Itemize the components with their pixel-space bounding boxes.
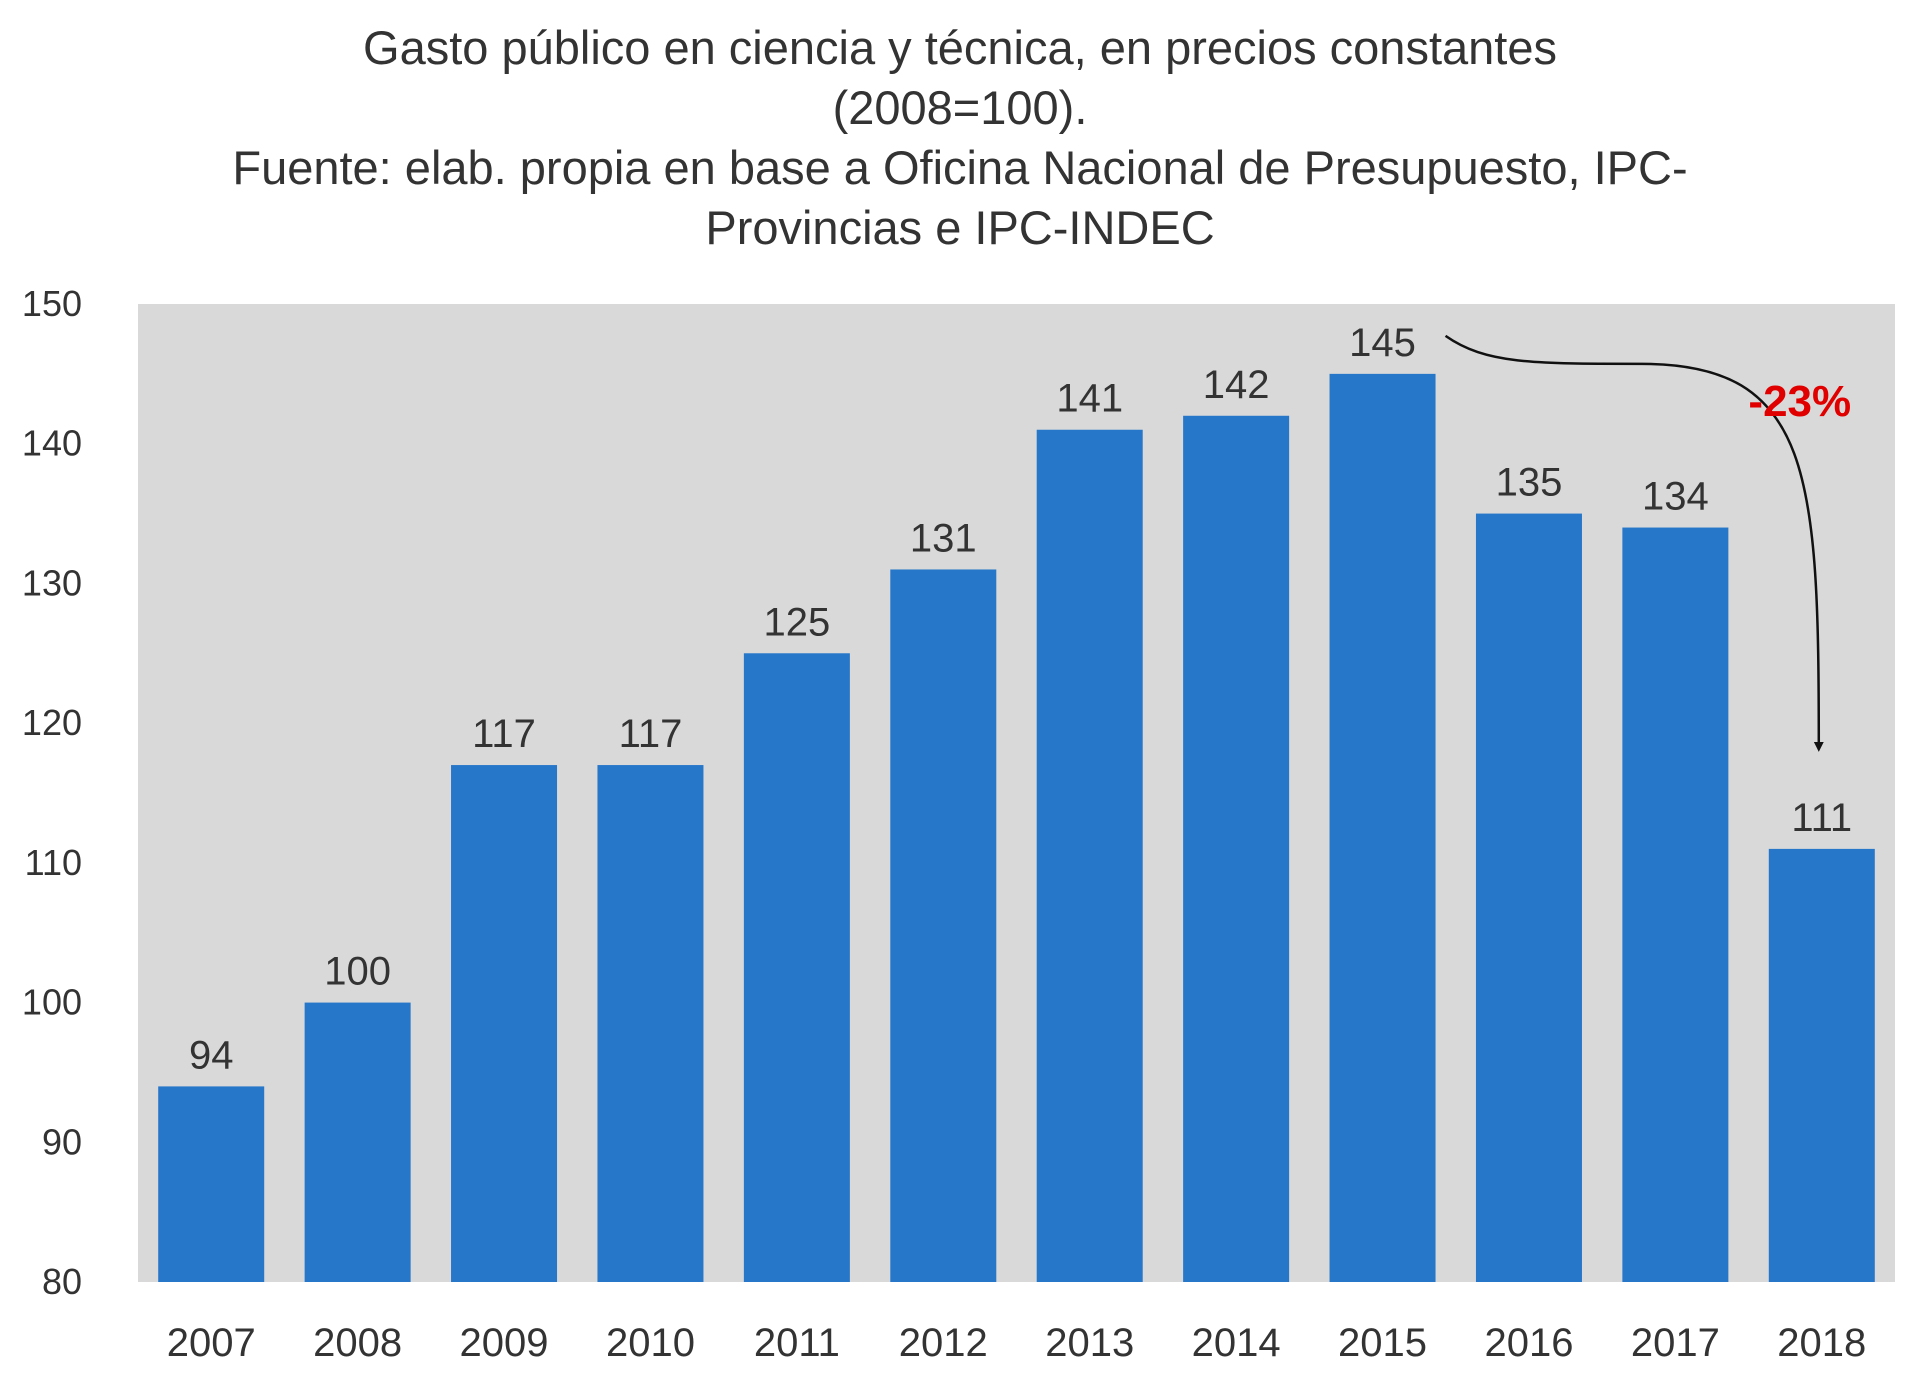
title-line-2: (2008=100). [832, 81, 1088, 134]
bar-2012 [890, 569, 997, 1282]
y-tick-label: 130 [22, 562, 82, 603]
x-tick-label: 2007 [167, 1321, 256, 1365]
bar-2018 [1768, 848, 1875, 1282]
bar-2013 [1036, 429, 1143, 1282]
data-label-2013: 141 [1056, 377, 1123, 421]
x-tick-label: 2015 [1338, 1321, 1427, 1365]
bar-2011 [743, 653, 850, 1282]
x-tick-label: 2016 [1484, 1321, 1573, 1365]
x-tick-label: 2009 [460, 1321, 549, 1365]
data-label-2016: 135 [1496, 461, 1563, 505]
bar-2014 [1183, 415, 1290, 1282]
bar-2008 [304, 1002, 411, 1282]
title-line-4: Provincias e IPC-INDEC [705, 201, 1215, 254]
bar-2017 [1622, 527, 1729, 1282]
x-tick-label: 2010 [606, 1321, 695, 1365]
data-label-2009: 117 [472, 712, 536, 756]
bars [158, 373, 1875, 1282]
bar-2010 [597, 765, 704, 1282]
x-tick-label: 2018 [1777, 1321, 1866, 1365]
plot-background [138, 304, 1895, 1282]
bar-2016 [1475, 513, 1582, 1282]
title-line-3: Fuente: elab. propia en base a Oficina N… [232, 141, 1688, 194]
data-label-2011: 125 [764, 600, 831, 644]
y-tick-label: 140 [22, 423, 82, 464]
y-tick-label: 80 [42, 1261, 82, 1302]
data-label-2015: 145 [1349, 321, 1416, 365]
y-tick-label: 150 [22, 283, 82, 324]
y-tick-label: 100 [22, 982, 82, 1023]
x-tick-label: 2013 [1045, 1321, 1134, 1365]
x-tick-label: 2012 [899, 1321, 988, 1365]
data-labels: 94 100 117 117 125 131 141 142 145 135 134 111 [189, 321, 1852, 1078]
annotation-label: -23% [1748, 377, 1851, 426]
x-axis: 2007 2008 2009 2010 2011 2012 2013 2014 2015 2016… [167, 1321, 1867, 1365]
data-label-2007: 94 [189, 1033, 234, 1077]
x-tick-label: 2011 [754, 1321, 840, 1365]
bar-2009 [451, 765, 558, 1282]
y-tick-label: 120 [22, 702, 82, 743]
y-tick-label: 110 [25, 842, 82, 883]
data-label-2010: 117 [619, 712, 683, 756]
y-tick-label: 90 [42, 1121, 82, 1162]
title-line-1: Gasto público en ciencia y técnica, en p… [363, 21, 1557, 74]
x-tick-label: 2008 [313, 1321, 402, 1365]
y-axis: 80 90 100 110 120 130 140 150 [22, 283, 82, 1302]
data-label-2017: 134 [1642, 475, 1709, 519]
bar-2015 [1329, 373, 1436, 1282]
chart-title: Gasto público en ciencia y técnica, en p… [0, 18, 1920, 258]
x-tick-label: 2017 [1631, 1321, 1720, 1365]
bar-2007 [158, 1086, 265, 1282]
data-label-2014: 142 [1203, 363, 1270, 407]
data-label-2008: 100 [324, 950, 391, 994]
annotation-arrow [1444, 334, 1824, 752]
x-tick-label: 2014 [1192, 1321, 1281, 1365]
data-label-2018: 111 [1791, 796, 1852, 840]
data-label-2012: 131 [910, 516, 977, 560]
